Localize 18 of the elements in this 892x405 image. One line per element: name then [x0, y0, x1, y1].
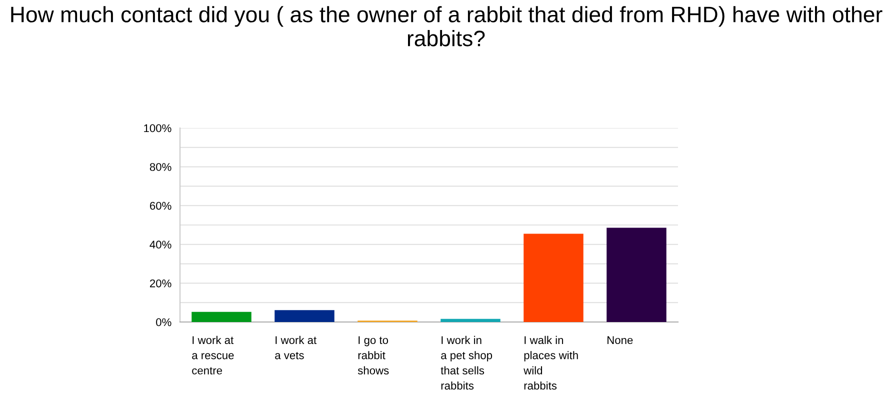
- y-tick-label: 100%: [144, 124, 172, 132]
- bar: [274, 310, 334, 322]
- bar: [440, 318, 500, 322]
- bar: [606, 228, 666, 322]
- bar: [524, 234, 584, 322]
- y-tick-label: 20%: [150, 279, 172, 288]
- x-tick-label: None: [608, 336, 633, 344]
- chart-title: How much contact did you ( as the owner of a rabbit that died from RHD) have with other rabbits?: [11, 6, 882, 46]
- x-tick-label: I work in a pet shop that sells rabbits: [440, 336, 492, 390]
- y-tick-label: 60%: [150, 202, 172, 210]
- bar: [192, 312, 252, 322]
- y-tick-label: 0%: [156, 318, 172, 326]
- y-tick-label: 40%: [150, 240, 172, 249]
- x-tick-label: I work at a vets: [275, 336, 317, 360]
- y-tick-label: 80%: [150, 163, 172, 171]
- x-tick-label: I work at a rescue centre: [192, 336, 234, 374]
- x-tick-label: I walk in places with wild rabbits: [524, 336, 578, 390]
- x-tick-label: I go to rabbit shows: [358, 336, 389, 374]
